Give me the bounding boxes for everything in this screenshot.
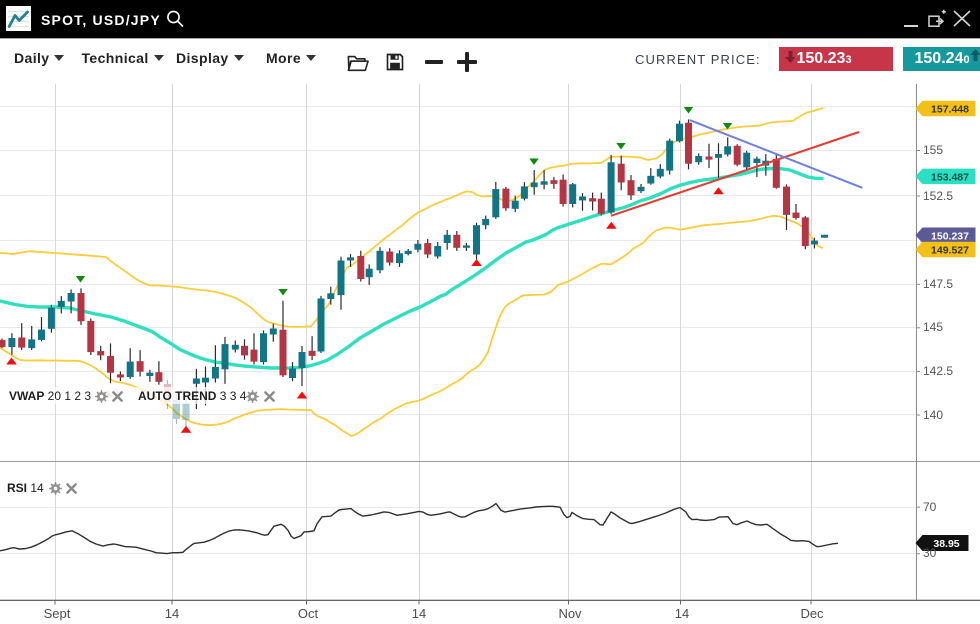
svg-text:150.237: 150.237 bbox=[931, 230, 969, 242]
svg-text:157.448: 157.448 bbox=[931, 104, 969, 116]
svg-text:149.527: 149.527 bbox=[931, 245, 969, 257]
svg-text:153.487: 153.487 bbox=[931, 171, 969, 183]
svg-text:38.95: 38.95 bbox=[933, 538, 959, 550]
